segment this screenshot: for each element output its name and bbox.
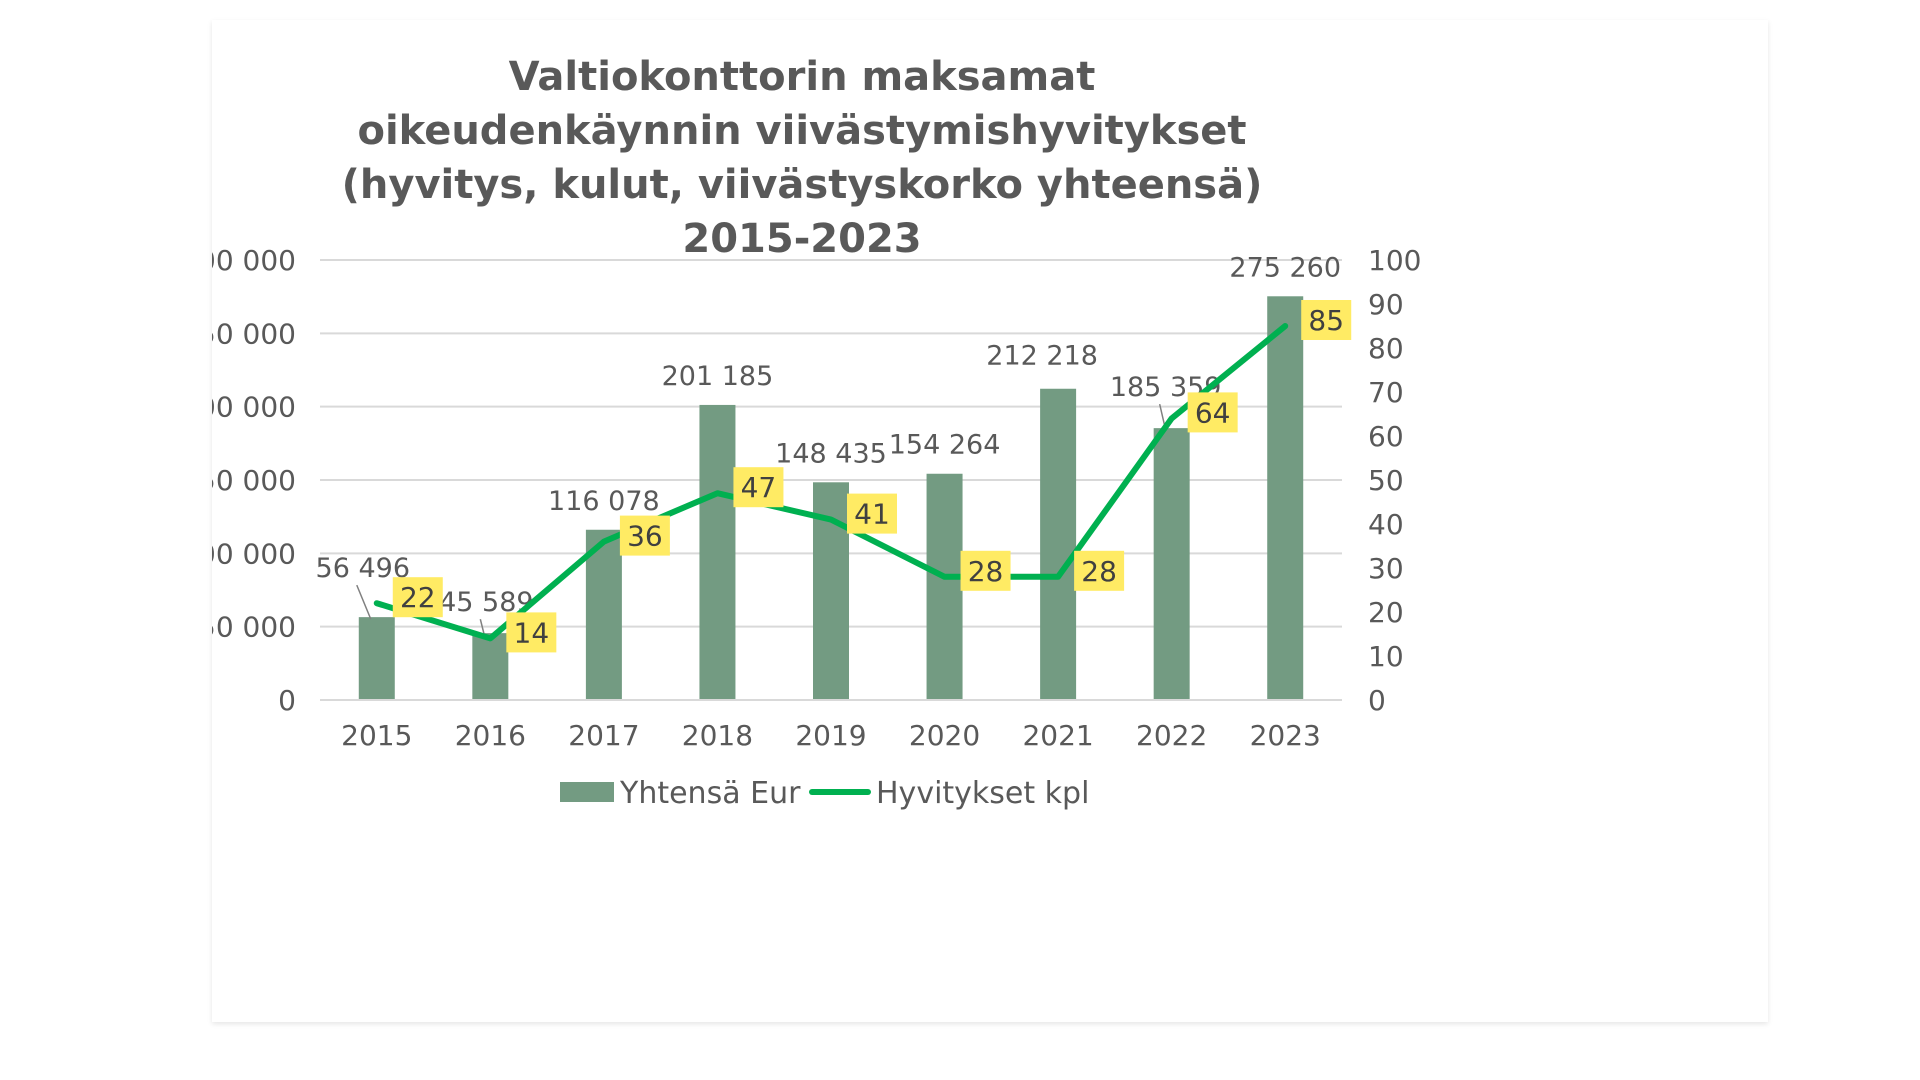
y-right-tick-label: 0: [1368, 684, 1386, 717]
line-data-label: 47: [741, 471, 777, 504]
y-left-tick-label: 50 000: [212, 611, 296, 644]
chart-title-line-1: Valtiokonttorin maksamat: [509, 54, 1096, 100]
bar: [1267, 296, 1304, 700]
y-right-tick-label: 30: [1368, 552, 1404, 585]
bar-series: [358, 296, 1304, 700]
chart-title-line-3: (hyvitys, kulut, viivästyskorko yhteensä…: [342, 162, 1263, 208]
bar-data-label: 212 218: [986, 341, 1098, 372]
y-right-tick-label: 50: [1368, 464, 1404, 497]
line-data-label-box: [506, 612, 557, 653]
line-data-label: 36: [627, 520, 663, 553]
left-axis: 0 50 000 100 000 150 000 200 000 250 000 300 0…: [212, 244, 296, 717]
x-tick-label: 2018: [682, 719, 753, 752]
line-data-label-box: [1187, 392, 1238, 433]
y-left-tick-label: 100 000: [212, 537, 296, 570]
legend-bar-label: Yhtensä Eur: [619, 776, 801, 811]
bar: [358, 617, 395, 700]
line-data-label: 64: [1195, 396, 1231, 429]
line-data-label: 28: [968, 555, 1004, 588]
y-right-tick-label: 10: [1368, 640, 1404, 673]
label-leader-line: [479, 618, 486, 636]
line-path: [373, 323, 1289, 642]
line-data-labels: 22 14 36 47 41 28 28 64 85: [392, 300, 1352, 653]
bar-data-label: 116 078: [548, 486, 660, 517]
y-right-tick-label: 20: [1368, 596, 1404, 629]
line-data-label-box: [733, 467, 784, 508]
y-right-tick-label: 70: [1368, 376, 1404, 409]
legend-bar-swatch: [560, 782, 614, 802]
bar: [1040, 388, 1077, 700]
line-data-label: 22: [400, 581, 436, 614]
chart-svg: Valtiokonttorin maksamat oikeudenkäynnin…: [212, 54, 1421, 811]
label-leader-line: [356, 584, 372, 620]
line-data-label-box: [392, 577, 443, 618]
y-right-tick-label: 90: [1368, 288, 1404, 321]
y-right-tick-label: 60: [1368, 420, 1404, 453]
x-tick-label: 2017: [568, 719, 639, 752]
bar-data-label: 148 435: [775, 438, 887, 469]
x-tick-label: 2016: [455, 719, 526, 752]
chart-title: Valtiokonttorin maksamat oikeudenkäynnin…: [342, 54, 1263, 262]
line-data-label: 85: [1308, 304, 1344, 337]
legend-line-label: Hyvitykset kpl: [876, 776, 1089, 811]
bar: [585, 529, 622, 700]
bar-data-label: 275 260: [1229, 252, 1341, 283]
legend: Yhtensä Eur Hyvitykset kpl: [560, 776, 1089, 811]
line-data-label-box: [619, 515, 670, 556]
y-left-tick-label: 300 000: [212, 244, 296, 277]
bar-data-label: 201 185: [662, 361, 774, 392]
line-series: [373, 323, 1289, 642]
line-data-label: 14: [514, 616, 550, 649]
y-left-tick-label: 0: [278, 684, 296, 717]
x-tick-label: 2022: [1136, 719, 1207, 752]
y-right-tick-label: 40: [1368, 508, 1404, 541]
x-tick-label: 2020: [909, 719, 980, 752]
chart-title-line-4: 2015-2023: [682, 216, 921, 262]
y-right-tick-label: 100: [1368, 244, 1421, 277]
y-right-tick-label: 80: [1368, 332, 1404, 365]
bar: [1153, 428, 1190, 700]
right-axis: 0 10 20 30 40 50 60 70 80 90 100: [1368, 244, 1421, 717]
line-data-label: 41: [854, 498, 890, 531]
chart-title-line-2: oikeudenkäynnin viivästymishyvitykset: [357, 108, 1246, 154]
line-data-label-box: [847, 493, 897, 534]
x-axis: 2015 2016 2017 2018 2019 2020 2021 2022 2023: [320, 699, 1342, 752]
chart-card: Valtiokonttorin maksamat oikeudenkäynnin…: [212, 20, 1768, 1022]
line-data-label-box: [1301, 300, 1352, 340]
line-data-label-box: [1074, 550, 1125, 591]
x-tick-label: 2019: [795, 719, 866, 752]
y-left-tick-label: 150 000: [212, 464, 296, 497]
bar: [926, 473, 963, 700]
bar: [699, 404, 736, 700]
line-data-label-box: [960, 550, 1011, 591]
x-tick-label: 2021: [1022, 719, 1093, 752]
bar: [472, 633, 509, 700]
x-tick-label: 2023: [1250, 719, 1321, 752]
y-left-tick-label: 200 000: [212, 391, 296, 424]
line-data-label: 28: [1081, 555, 1117, 588]
x-tick-label: 2015: [341, 719, 412, 752]
bar-data-label: 154 264: [889, 430, 1001, 461]
y-left-tick-label: 250 000: [212, 317, 296, 350]
